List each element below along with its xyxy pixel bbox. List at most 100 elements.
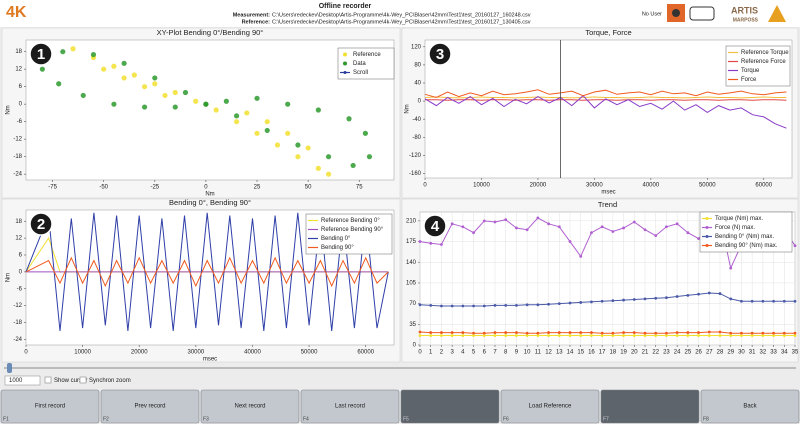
series-marker bbox=[686, 334, 690, 337]
legend-swatch bbox=[343, 71, 347, 74]
series-marker bbox=[440, 334, 443, 337]
x-tick-label: 50 bbox=[305, 185, 312, 191]
x-tick-label: 5 bbox=[472, 350, 476, 356]
series-marker bbox=[429, 241, 433, 245]
y-tick-label: -160 bbox=[409, 171, 422, 177]
scatter-point bbox=[285, 101, 291, 107]
function-button[interactable] bbox=[100, 389, 200, 424]
y-tick-label: -12 bbox=[13, 303, 22, 309]
series-marker bbox=[536, 334, 540, 337]
y-tick-label: -12 bbox=[13, 137, 22, 143]
y-tick-label: -24 bbox=[13, 172, 22, 178]
series-marker bbox=[536, 216, 540, 220]
legend-label: Reference Torque bbox=[741, 50, 789, 56]
x-tick-label: 28 bbox=[717, 350, 724, 356]
series-marker bbox=[440, 304, 443, 308]
series-marker bbox=[654, 331, 658, 335]
series-marker bbox=[482, 334, 486, 337]
series-marker bbox=[450, 331, 454, 334]
x-tick-label: -75 bbox=[48, 185, 57, 191]
show-cursor-checkbox[interactable] bbox=[44, 376, 52, 384]
button-label: First record bbox=[35, 404, 65, 410]
series-marker bbox=[547, 302, 550, 306]
x-tick-label: 31 bbox=[749, 350, 756, 356]
series-marker bbox=[793, 334, 797, 337]
x-tick-label: 7 bbox=[493, 350, 497, 356]
scatter-point bbox=[295, 154, 301, 160]
reference-path: C:\Users\redeckev\Desktop\Artis-Programm… bbox=[272, 19, 531, 25]
step-value: 1000 bbox=[9, 378, 23, 384]
step-spinbox[interactable] bbox=[4, 375, 41, 386]
y-tick-label: -6 bbox=[17, 119, 23, 125]
function-button[interactable] bbox=[200, 389, 300, 424]
badge bbox=[29, 212, 53, 236]
series-marker bbox=[504, 334, 508, 337]
y-tick-label: 6 bbox=[19, 84, 23, 90]
series-marker bbox=[493, 334, 497, 337]
x-tick-label: 0 bbox=[204, 185, 208, 191]
x-tick-label: 34 bbox=[781, 350, 788, 356]
series-marker bbox=[418, 334, 422, 337]
legend-box bbox=[337, 47, 395, 80]
series-marker bbox=[482, 331, 486, 335]
legend-box bbox=[305, 213, 393, 255]
series-marker bbox=[515, 331, 518, 334]
x-tick-label: 3 bbox=[450, 350, 454, 356]
scatter-point bbox=[325, 154, 332, 160]
series-marker bbox=[472, 331, 475, 335]
series-marker bbox=[665, 331, 668, 335]
series-marker bbox=[643, 331, 647, 335]
scatter-point bbox=[141, 84, 148, 90]
x-tick-label: 0 bbox=[24, 350, 28, 356]
x-tick-label: 14 bbox=[567, 350, 574, 356]
x-tick-label: -50 bbox=[99, 185, 108, 191]
series-marker bbox=[547, 334, 550, 337]
scatter-point bbox=[285, 130, 291, 136]
x-tick-label: 33 bbox=[770, 350, 777, 356]
series-marker bbox=[429, 331, 433, 334]
button-key: F2 bbox=[103, 416, 109, 422]
series-marker bbox=[472, 334, 475, 337]
x-tick-label: 11 bbox=[535, 350, 542, 356]
x-tick-label: 0 bbox=[423, 183, 427, 189]
x-tick-label: 26 bbox=[695, 350, 702, 356]
series-marker bbox=[557, 225, 561, 229]
x-tick-label: 10000 bbox=[74, 350, 91, 356]
series-marker bbox=[622, 298, 625, 302]
synchron-zoom-checkbox[interactable] bbox=[79, 376, 87, 384]
series-marker bbox=[729, 266, 733, 270]
x-tick-label: 24 bbox=[674, 350, 681, 356]
y-tick-label: 0 bbox=[413, 343, 417, 349]
series-marker bbox=[579, 254, 583, 258]
x-tick-label: 20000 bbox=[131, 350, 148, 356]
function-button[interactable] bbox=[0, 389, 100, 424]
series-marker bbox=[461, 334, 465, 337]
scatter-point bbox=[172, 89, 178, 96]
legend-label: Reference Bending 90° bbox=[321, 227, 384, 233]
y-tick-label: -18 bbox=[13, 154, 22, 160]
series-marker bbox=[665, 225, 668, 229]
function-button[interactable] bbox=[400, 389, 500, 424]
function-button[interactable] bbox=[600, 389, 700, 424]
function-button[interactable] bbox=[500, 389, 600, 424]
y-tick-label: -80 bbox=[412, 135, 421, 141]
series-marker bbox=[440, 243, 443, 246]
scatter-point bbox=[264, 127, 270, 134]
y-tick-label: -6 bbox=[17, 286, 23, 292]
measurement-path: C:\Users\redeckev\Desktop\Artis-Programm… bbox=[272, 12, 531, 18]
series-line bbox=[424, 95, 787, 129]
x-tick-label: 10 bbox=[524, 350, 531, 356]
series-marker bbox=[461, 304, 465, 308]
scroll-handle[interactable] bbox=[7, 363, 12, 373]
function-button[interactable] bbox=[700, 389, 800, 424]
series-marker bbox=[740, 334, 743, 337]
y-tick-label: -18 bbox=[13, 320, 22, 326]
scatter-point bbox=[101, 66, 107, 72]
series-marker bbox=[515, 226, 518, 230]
series-marker bbox=[772, 299, 775, 303]
series-marker bbox=[686, 293, 690, 297]
legend-label: Bending 90° bbox=[321, 245, 354, 251]
y-tick-label: 6 bbox=[19, 253, 23, 259]
function-button[interactable] bbox=[300, 389, 400, 424]
series-marker bbox=[547, 331, 550, 334]
